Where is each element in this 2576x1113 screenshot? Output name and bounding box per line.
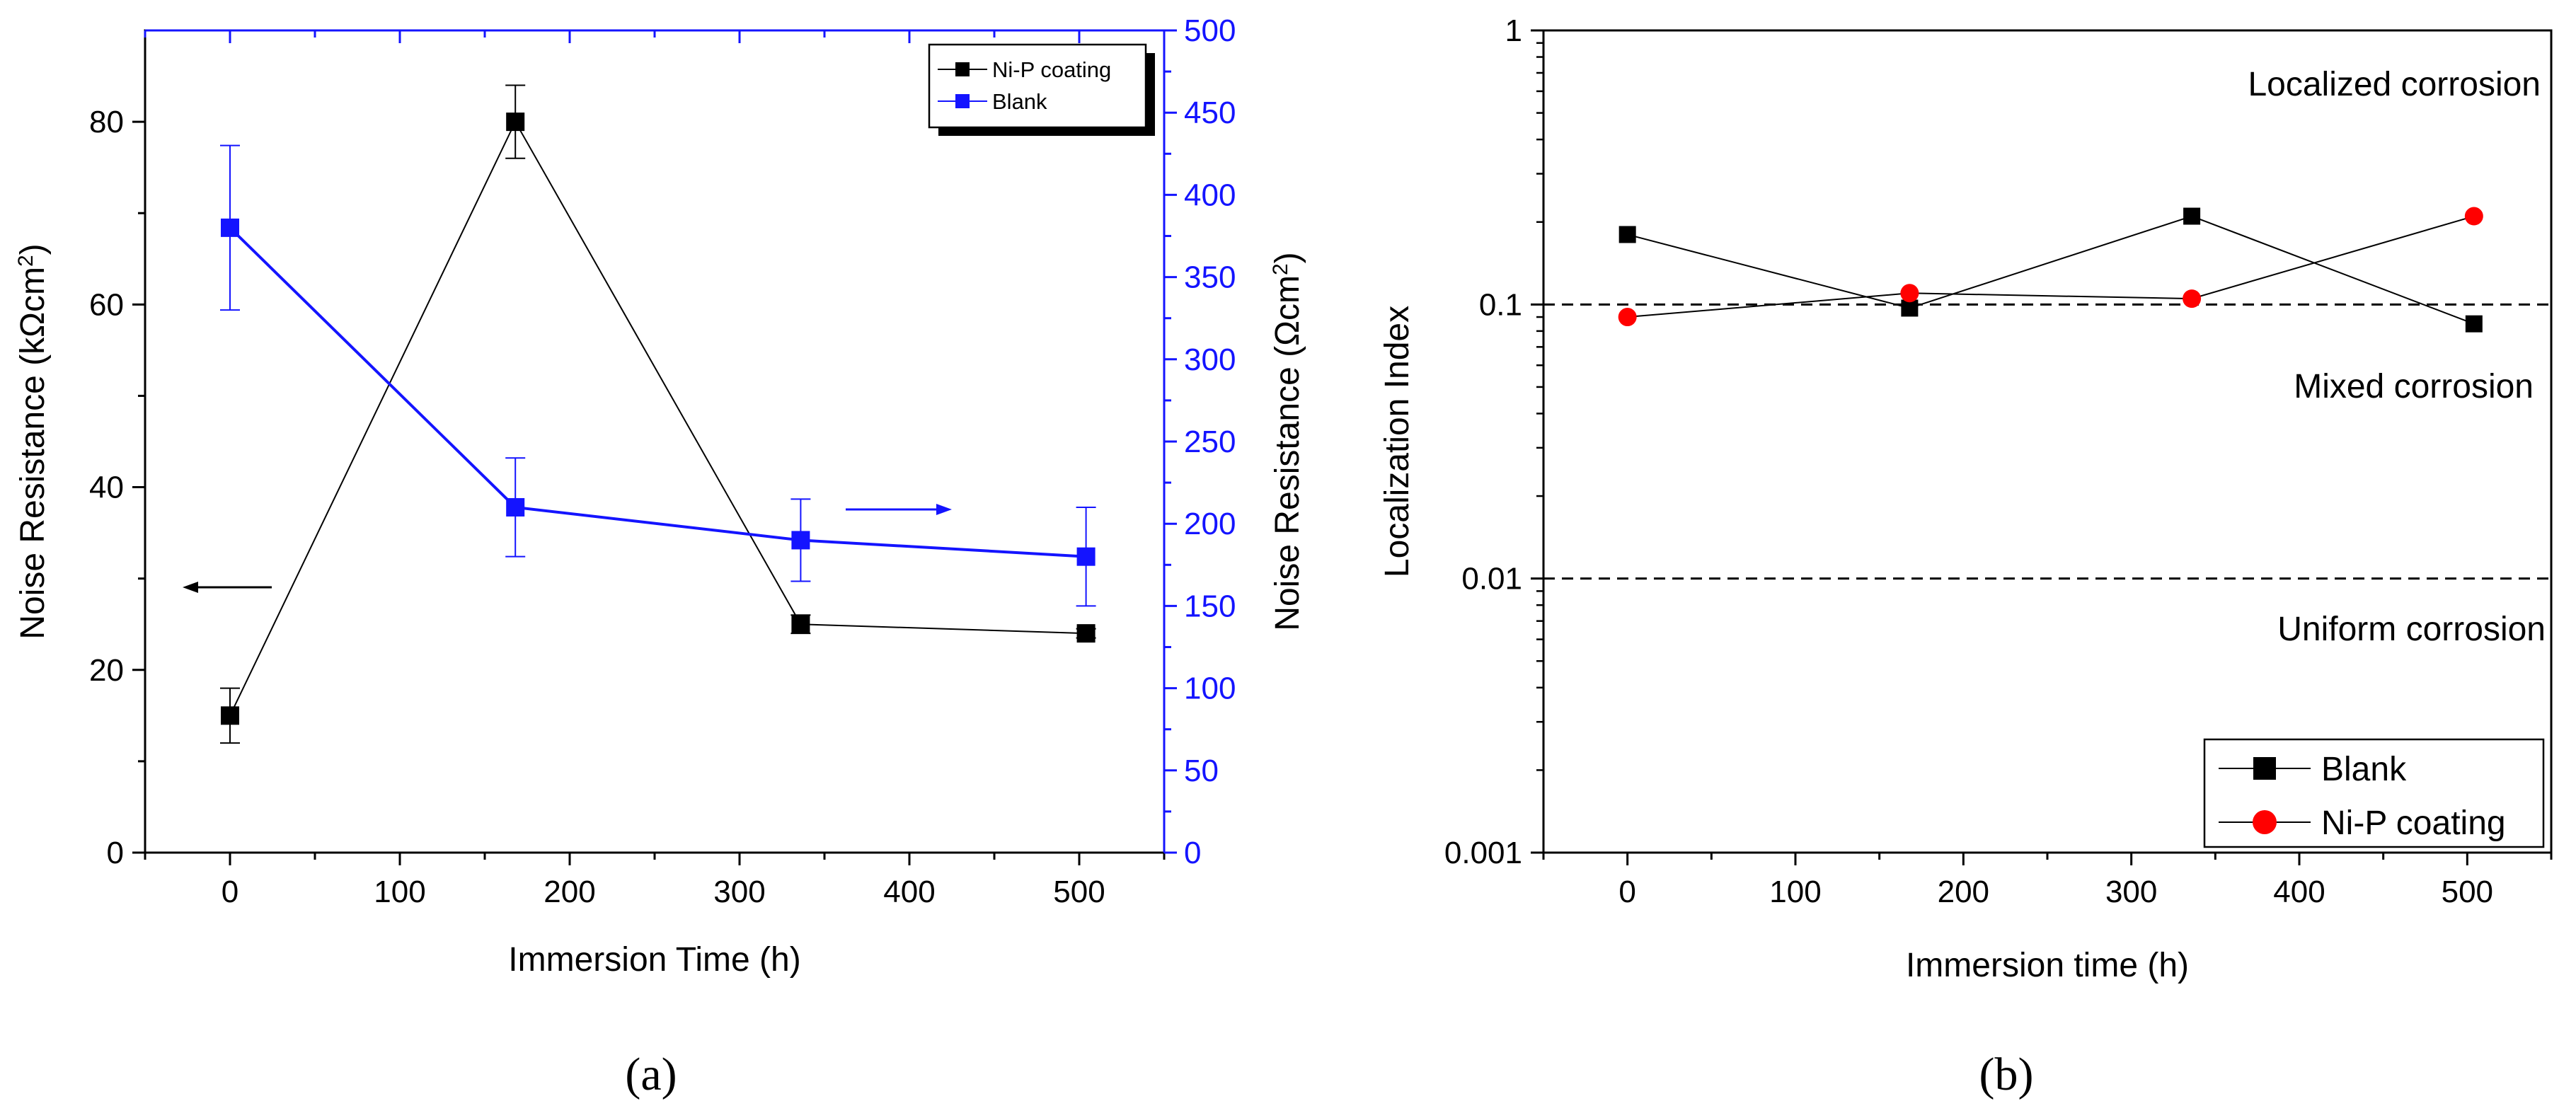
data-point bbox=[1618, 226, 1636, 243]
x-tick-label: 500 bbox=[2442, 875, 2493, 909]
y-axis-title-b: Localization Index bbox=[1379, 306, 1416, 577]
series-line bbox=[1627, 215, 2475, 325]
legend-box bbox=[928, 43, 1147, 129]
y-axis-title-a: Noise Resistance (kΩcm2) bbox=[14, 243, 52, 639]
data-point bbox=[221, 706, 239, 725]
x-tick-label: 200 bbox=[1938, 875, 1989, 909]
y2-axis-title-a: Noise Resistance (Ωcm2) bbox=[1269, 252, 1307, 630]
legend-label: Blank bbox=[992, 89, 1047, 114]
x-tick-label: 500 bbox=[1053, 875, 1105, 909]
y2-tick-label: 0 bbox=[1184, 836, 1201, 870]
y-tick-label: 20 bbox=[89, 653, 124, 688]
data-point bbox=[2464, 207, 2483, 226]
legend-a: Ni-P coating Blank bbox=[928, 43, 1155, 136]
x-tick-label: 100 bbox=[374, 875, 425, 909]
data-point bbox=[1618, 308, 1637, 327]
y2-tick-label: 250 bbox=[1184, 425, 1236, 459]
y2-tick-label: 50 bbox=[1184, 754, 1219, 788]
y2-ticks-a: 0 50 100 150 200 250 300 350 400 450 500 bbox=[144, 13, 1236, 870]
x-ticks-b: 0 100 200 300 400 500 bbox=[1542, 853, 2553, 909]
y-ticks-a: 0 20 40 60 80 bbox=[89, 105, 145, 870]
legend-marker bbox=[2253, 757, 2276, 780]
legend-b: Blank Ni-P coating bbox=[2203, 738, 2545, 848]
annotation-uniform: Uniform corrosion bbox=[2277, 611, 2546, 648]
panel-a: 0 100 200 300 400 500 0 20 40 60 80 0 50 100 150 200 2… bbox=[14, 13, 1307, 1100]
y-tick-label: 40 bbox=[89, 471, 124, 505]
legend-marker bbox=[955, 62, 970, 76]
annotation-mixed: Mixed corrosion bbox=[2294, 368, 2534, 405]
legend-label: Ni-P coating bbox=[992, 57, 1111, 82]
data-point bbox=[1076, 624, 1096, 643]
series-a bbox=[220, 84, 1096, 744]
data-point bbox=[791, 615, 810, 634]
x-axis-title-b: Immersion time (h) bbox=[1906, 947, 2189, 984]
x-tick-label: 300 bbox=[713, 875, 765, 909]
series-line bbox=[229, 120, 1086, 716]
x-tick-label: 300 bbox=[2105, 875, 2157, 909]
y2-tick-label: 350 bbox=[1184, 260, 1236, 295]
legend-marker bbox=[2253, 810, 2277, 834]
data-point bbox=[2183, 207, 2201, 225]
y-tick-label: 80 bbox=[89, 105, 124, 139]
data-point bbox=[2465, 315, 2483, 333]
y-tick-label: 0 bbox=[107, 836, 124, 870]
legend-label: Blank bbox=[2321, 751, 2407, 788]
y-tick-label: 1 bbox=[1505, 13, 1522, 48]
data-point bbox=[506, 113, 525, 132]
series-line bbox=[229, 226, 1086, 558]
y2-tick-label: 100 bbox=[1184, 671, 1236, 706]
panel-label-b: (b) bbox=[1979, 1049, 2034, 1100]
x-tick-label: 100 bbox=[1769, 875, 1821, 909]
x-tick-label: 0 bbox=[222, 875, 238, 909]
y2-tick-label: 450 bbox=[1184, 96, 1236, 130]
data-point bbox=[791, 531, 810, 550]
y2-tick-label: 200 bbox=[1184, 507, 1236, 541]
y-tick-label: 60 bbox=[89, 287, 124, 322]
x-ticks-a: 0 100 200 300 400 500 bbox=[144, 853, 1166, 909]
series-b bbox=[1618, 207, 2483, 333]
y2-tick-label: 300 bbox=[1184, 342, 1236, 377]
left-axis-arrow bbox=[183, 582, 272, 593]
data-point bbox=[1901, 299, 1919, 317]
x-axis-title-a: Immersion Time (h) bbox=[508, 941, 800, 979]
y-tick-label: 0.1 bbox=[1479, 287, 1522, 322]
y2-tick-label: 150 bbox=[1184, 589, 1236, 623]
y-tick-label: 0.01 bbox=[1461, 562, 1522, 596]
y2-tick-label: 400 bbox=[1184, 178, 1236, 212]
plot-frame-a bbox=[144, 29, 1166, 854]
data-point bbox=[1900, 284, 1919, 303]
reference-lines-b bbox=[1543, 303, 2551, 580]
series-line bbox=[1627, 215, 2475, 318]
plot-frame-b bbox=[1542, 29, 2553, 854]
data-point bbox=[221, 218, 239, 237]
data-point bbox=[2183, 289, 2202, 308]
right-axis-arrow bbox=[846, 504, 952, 515]
y-ticks-b: 0.001 0.01 0.1 1 bbox=[1444, 13, 1543, 870]
x-tick-label: 0 bbox=[1618, 875, 1635, 909]
legend-marker bbox=[955, 94, 970, 108]
x-tick-label: 400 bbox=[883, 875, 935, 909]
legend-label: Ni-P coating bbox=[2321, 805, 2506, 842]
x-tick-label: 400 bbox=[2273, 875, 2325, 909]
x-tick-label: 200 bbox=[544, 875, 595, 909]
y2-tick-label: 500 bbox=[1184, 13, 1236, 48]
data-point bbox=[1076, 547, 1096, 566]
data-point bbox=[506, 497, 525, 517]
annotation-localized: Localized corrosion bbox=[2248, 66, 2541, 103]
y-tick-label: 0.001 bbox=[1444, 836, 1522, 870]
panel-label-a: (a) bbox=[625, 1049, 677, 1100]
panel-b: 0 100 200 300 400 500 0.001 0.01 0.1 1 Localized… bbox=[1379, 13, 2553, 1100]
